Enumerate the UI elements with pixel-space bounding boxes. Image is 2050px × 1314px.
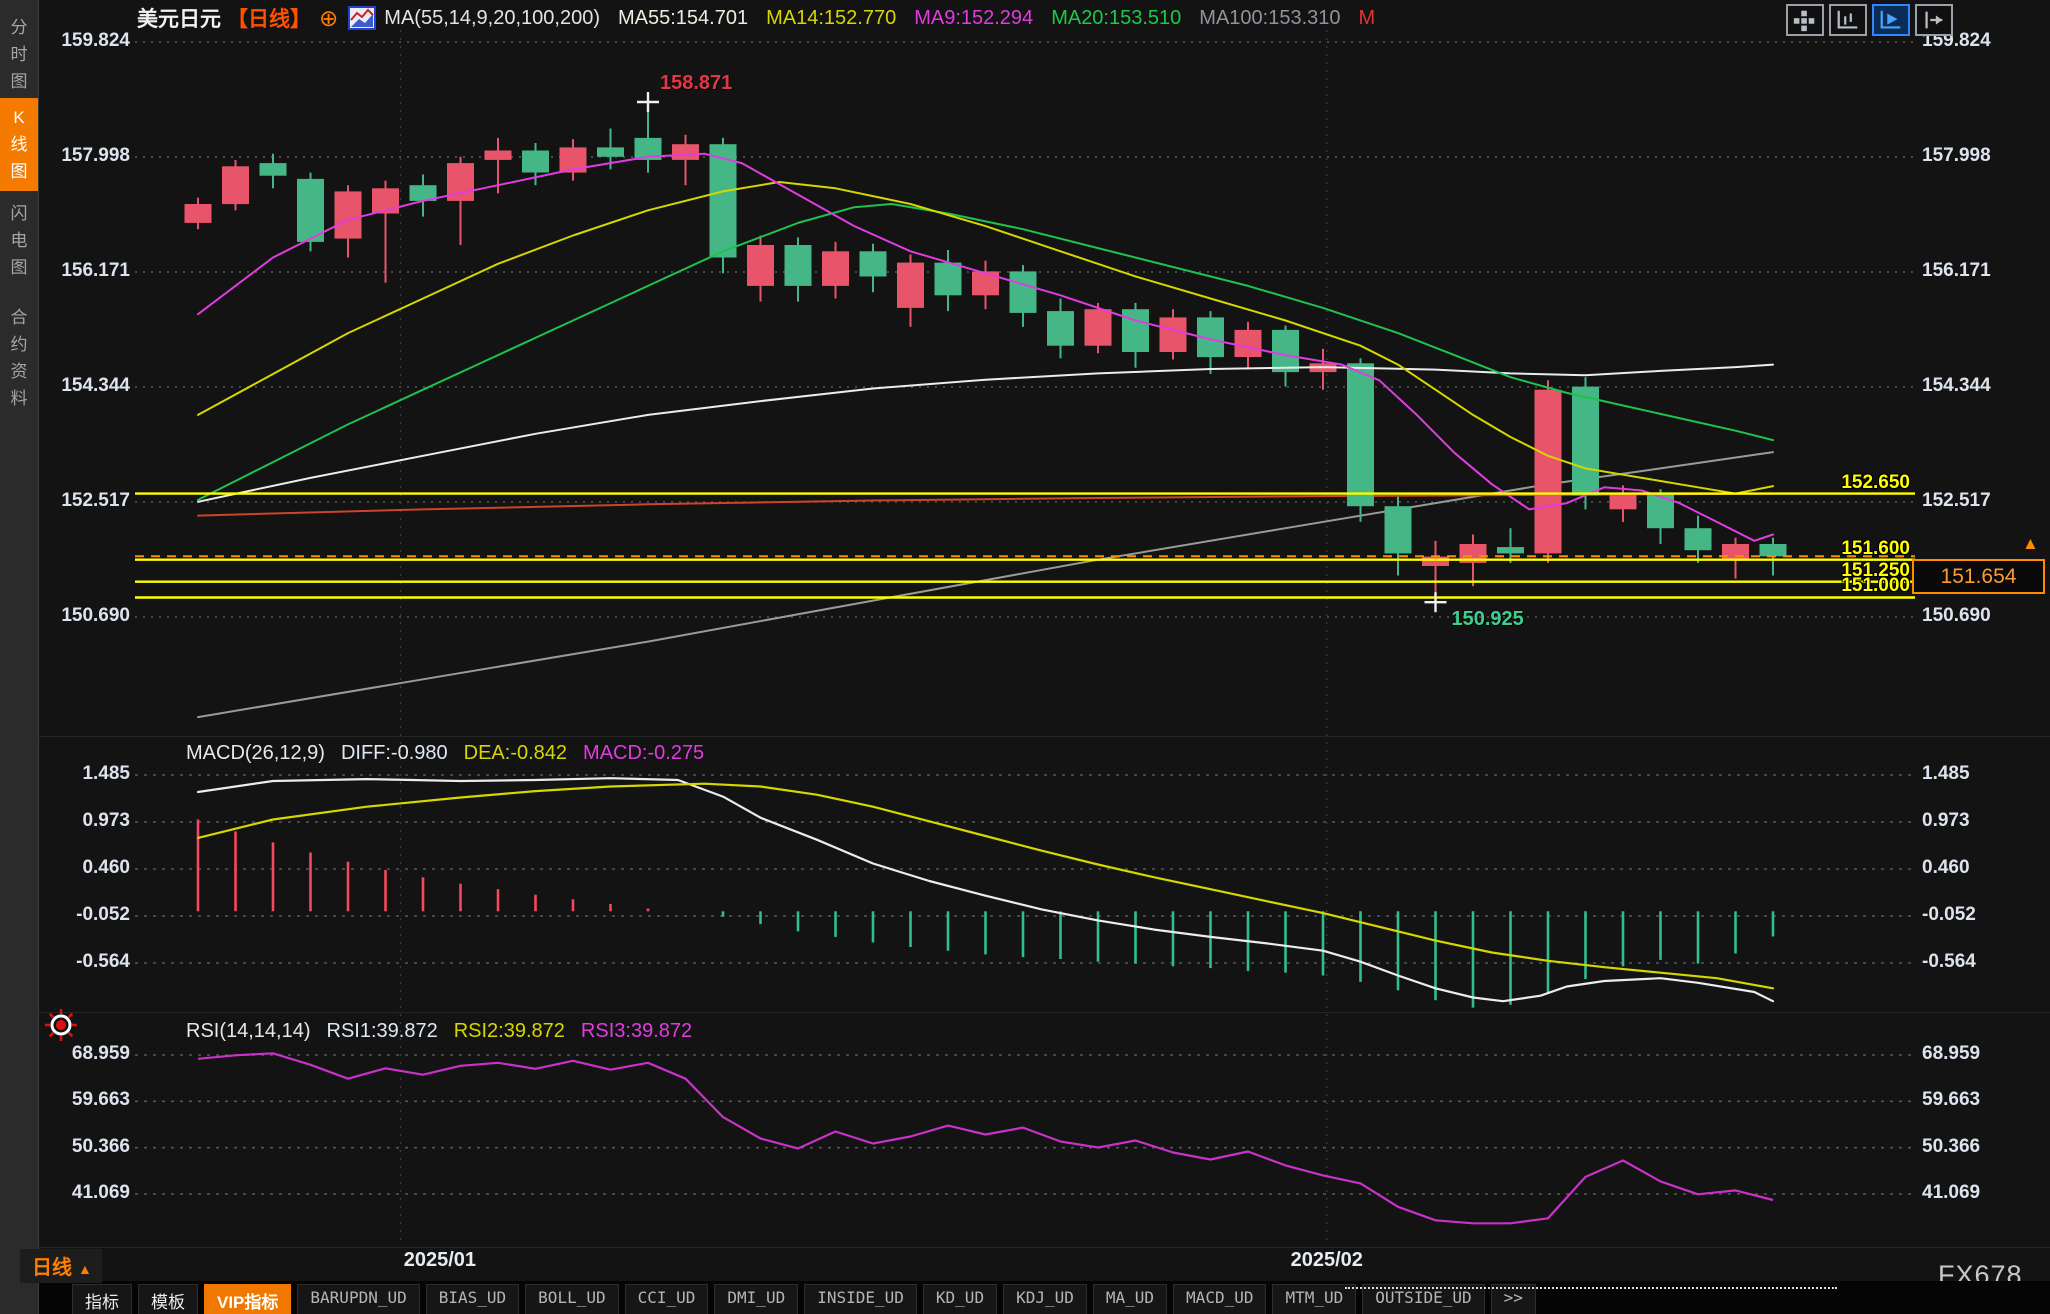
pane-separator — [38, 736, 2050, 737]
ma-value-label: MA100:153.310 — [1199, 6, 1341, 29]
ma-value-label: MA14:152.770 — [766, 6, 897, 29]
toolbar-tab-指标[interactable]: 指标 — [72, 1284, 132, 1314]
grid-tool-icon[interactable] — [1786, 4, 1824, 36]
toolbar-tab-INSIDE_UD[interactable]: INSIDE_UD — [804, 1284, 917, 1314]
sidebar-tab-闪电图[interactable]: 闪 电 图 — [10, 204, 28, 277]
pane-separator — [38, 1247, 2050, 1248]
toolbar-tab-MTM_UD[interactable]: MTM_UD — [1272, 1284, 1357, 1314]
sidebar-tab-分时图[interactable]: 分 时 图 — [10, 18, 28, 91]
ma-value-label: MA20:153.510 — [1051, 6, 1182, 29]
chart-thumbnail-icon[interactable] — [348, 6, 377, 30]
toolbar-tab-BIAS_UD[interactable]: BIAS_UD — [425, 1284, 520, 1314]
ma-value-label: MA9:152.294 — [914, 6, 1034, 29]
toolbar-tab-BOLL_UD[interactable]: BOLL_UD — [525, 1284, 619, 1314]
toolbar-tab-模板[interactable]: 模板 — [138, 1284, 198, 1314]
sidebar-tab-合约资料[interactable]: 合 约 资 料 — [10, 308, 28, 408]
toolbar-tab-KDJ_UD[interactable]: KDJ_UD — [1003, 1284, 1087, 1314]
sidebar: 分 时 图 K 线 图闪 电 图合 约 资 料 — [0, 0, 39, 1314]
alarm-icon[interactable] — [44, 1008, 78, 1042]
toolbar-tab->>[interactable]: >> — [1490, 1284, 1536, 1314]
period-tag: 【日线】 — [227, 8, 311, 31]
current-price-box: 151.654 — [1912, 559, 2045, 594]
axis-chart-icon[interactable] — [1829, 4, 1867, 36]
marquee-dotted-line — [1345, 1287, 1837, 1289]
indicator-toolbar: 指标 模板 VIP指标 BARUPDN_UD BIAS_UD BOLL_UD CCI_UD D… — [72, 1284, 1536, 1314]
toolbar-tab-MA_UD[interactable]: MA_UD — [1092, 1284, 1168, 1314]
axis-chart-play-icon[interactable] — [1872, 4, 1910, 36]
toolbar-tab-BARUPDN_UD[interactable]: BARUPDN_UD — [297, 1284, 420, 1314]
ma-settings-label: MA(55,14,9,20,100,200) — [384, 6, 600, 29]
toolbar-tab-DMI_UD[interactable]: DMI_UD — [714, 1284, 799, 1314]
pane-arrow-icon[interactable] — [1915, 4, 1953, 36]
toolbar-tab-VIP指标[interactable]: VIP指标 — [204, 1284, 292, 1314]
toolbar-tab-CCI_UD[interactable]: CCI_UD — [624, 1284, 709, 1314]
toolbar-tab-OUTSIDE_UD[interactable]: OUTSIDE_UD — [1362, 1284, 1485, 1314]
toolbar-tab-KD_UD[interactable]: KD_UD — [922, 1284, 998, 1314]
period-selector-label: 日线 — [32, 1257, 72, 1279]
header-buttons — [1786, 4, 1953, 36]
ma-values: MA55:154.701 MA14:152.770 MA9:152.294 MA20:… — [600, 7, 1375, 30]
ma-value-label: MA55:154.701 — [617, 6, 749, 29]
sidebar-tab-K线图[interactable]: K 线 图 — [0, 98, 38, 191]
price-up-arrow-icon: ▲ — [2022, 534, 2039, 553]
toolbar-tab-MACD_UD[interactable]: MACD_UD — [1173, 1284, 1267, 1314]
add-indicator-icon[interactable]: ⊕ — [319, 4, 339, 31]
symbol-title: 美元日元 — [137, 8, 221, 31]
chart-header: 美元日元 【日线】 ⊕ MA(55,14,9,20,100,200) MA55:… — [137, 4, 1375, 32]
period-selector[interactable]: 日线 ▲ — [20, 1249, 102, 1283]
pane-separator — [38, 1012, 2050, 1013]
ma-value-label: M — [1358, 6, 1376, 29]
chevron-up-icon: ▲ — [78, 1261, 92, 1277]
